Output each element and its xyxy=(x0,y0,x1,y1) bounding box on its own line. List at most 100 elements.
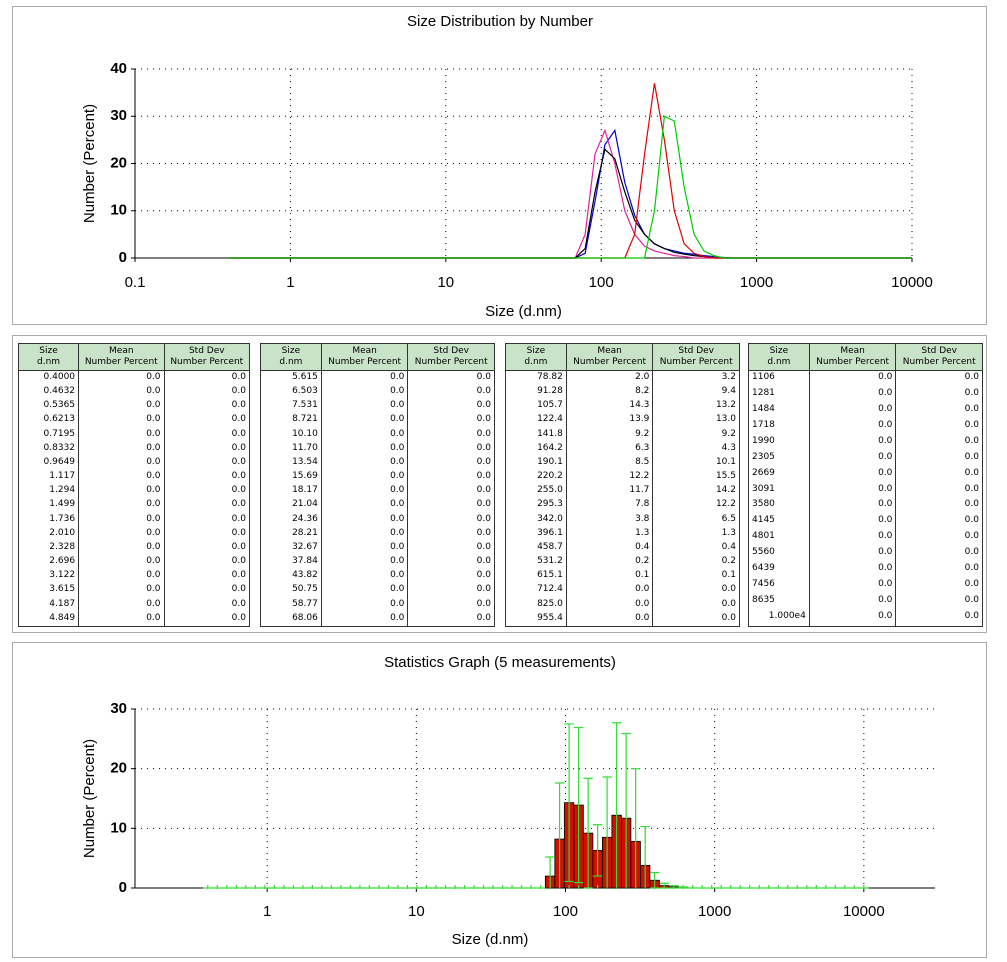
error-bar xyxy=(260,885,270,889)
table-cell: 4.849 xyxy=(17,611,80,626)
table-cell: 0.0 xyxy=(808,450,897,467)
table-row: 1484 0.0 0.0 xyxy=(748,402,983,419)
table-cell: 0.0 xyxy=(163,455,251,471)
error-bar xyxy=(773,885,784,889)
table-row: 1718 0.0 0.0 xyxy=(748,418,983,435)
table-row: 91.28 8.2 9.4 xyxy=(505,385,740,400)
table-row: 4.187 0.0 0.0 xyxy=(17,597,251,612)
table-cell: 0.0 xyxy=(407,540,495,556)
table-row: 6439 0.0 0.0 xyxy=(748,562,983,579)
table-cell: 0.0 xyxy=(895,418,983,435)
error-bar xyxy=(592,824,603,889)
error-bar xyxy=(317,885,327,889)
table-cell: 0.0 xyxy=(163,441,251,456)
table-cell: 105.7 xyxy=(505,399,567,414)
table-cell: 295.3 xyxy=(505,498,567,513)
column-header: Size d.nm xyxy=(505,343,567,371)
table-cell: 6.5 xyxy=(652,512,740,527)
table-cell: 0.0 xyxy=(78,470,165,485)
data-table: Size d.nm Mean Number Percent Std Dev Number … xyxy=(505,343,740,627)
error-bar xyxy=(364,885,375,889)
error-bar xyxy=(583,777,593,889)
table-cell: 0.6213 xyxy=(17,413,80,428)
table-cell: 9.2 xyxy=(652,427,740,442)
y-tick-label: 0 xyxy=(119,879,127,896)
table-cell: 8.721 xyxy=(260,413,322,428)
table-row: 6.503 0.0 0.0 xyxy=(260,385,495,400)
column-header: Std Dev Number Percent xyxy=(652,343,740,371)
x-tick-label: 1 xyxy=(286,274,294,291)
table-cell: 0.0 xyxy=(320,569,409,584)
column-header: Mean Number Percent xyxy=(320,343,409,371)
error-bar xyxy=(440,885,451,889)
table-row: 0.8332 0.0 0.0 xyxy=(17,441,251,456)
x-tick-label: 1 xyxy=(263,903,271,920)
table-cell: 13.9 xyxy=(565,413,654,428)
table-cell: 3.2 xyxy=(652,370,740,386)
table-row: 18.17 0.0 0.0 xyxy=(260,484,495,499)
filler-cell xyxy=(17,625,80,627)
table-cell: 0.0 xyxy=(320,583,409,598)
table-cell: 1484 xyxy=(748,402,810,419)
table-cell: 91.28 xyxy=(505,385,567,400)
table-cell: 6.3 xyxy=(565,441,654,456)
error-bar xyxy=(412,885,422,889)
header-line: Mean xyxy=(109,346,134,356)
table-cell: 6439 xyxy=(748,562,810,579)
table-cell: 0.0 xyxy=(652,611,740,626)
chart-title: Size Distribution by Number xyxy=(407,13,593,30)
header-line: d.nm xyxy=(767,357,791,367)
table-cell: 3091 xyxy=(748,482,810,499)
table-row: 164.2 6.3 4.3 xyxy=(505,441,740,456)
table-cell: 0.0 xyxy=(895,609,983,626)
table-cell: 0.0 xyxy=(808,593,897,610)
table-cell: 32.67 xyxy=(260,540,322,556)
filler-cell xyxy=(260,625,322,627)
y-tick-label: 10 xyxy=(110,202,127,219)
x-tick-label: 10 xyxy=(437,274,454,291)
table-row: 712.4 0.0 0.0 xyxy=(505,583,740,598)
table-cell: 0.0 xyxy=(163,385,251,400)
table-cell: 0.0 xyxy=(78,611,165,626)
table-cell: 13.54 xyxy=(260,455,322,471)
data-table: Size d.nm Mean Number Percent Std Dev Number … xyxy=(748,343,983,627)
table-cell: 0.0 xyxy=(320,484,409,499)
x-tick-label: 1000 xyxy=(698,903,731,920)
table-cell: 24.36 xyxy=(260,512,322,527)
error-bar xyxy=(792,885,803,889)
table-cell: 1718 xyxy=(748,418,810,435)
header-line: Size xyxy=(526,346,546,356)
table-cell: 1.3 xyxy=(565,526,654,541)
header-row: Size d.nm Mean Number Percent Std Dev Number … xyxy=(505,343,740,371)
table-cell: 0.0 xyxy=(407,385,495,400)
error-bar xyxy=(336,885,346,889)
table-cell: 43.82 xyxy=(260,569,322,584)
table-cell: 0.0 xyxy=(163,470,251,485)
table-row: 8635 0.0 0.0 xyxy=(748,593,983,610)
column-header: Mean Number Percent xyxy=(808,343,897,371)
table-row: 220.2 12.2 15.5 xyxy=(505,470,740,485)
table-row: 13.54 0.0 0.0 xyxy=(260,455,495,471)
y-tick-label: 40 xyxy=(110,60,127,77)
table-cell: 0.1 xyxy=(652,569,740,584)
table-row: 396.1 1.3 1.3 xyxy=(505,526,740,541)
table-row: 50.75 0.0 0.0 xyxy=(260,583,495,598)
table-cell: 0.0 xyxy=(78,540,165,556)
table-cell: 15.69 xyxy=(260,470,322,485)
table-cell: 0.0 xyxy=(407,498,495,513)
x-tick-label: 10000 xyxy=(891,274,933,291)
table-cell: 0.0 xyxy=(407,399,495,414)
table-row: 0.5365 0.0 0.0 xyxy=(17,399,251,414)
column-header: Mean Number Percent xyxy=(78,343,165,371)
error-bar xyxy=(668,885,679,889)
table-cell: 615.1 xyxy=(505,569,567,584)
table-cell: 1990 xyxy=(748,434,810,451)
table-cell: 0.0 xyxy=(895,530,983,547)
table-cell: 37.84 xyxy=(260,555,322,570)
filler-cell xyxy=(320,625,409,627)
error-bar xyxy=(431,885,441,889)
filler-cell xyxy=(808,625,897,627)
filler-row xyxy=(748,625,983,627)
column-header: Mean Number Percent xyxy=(565,343,654,371)
